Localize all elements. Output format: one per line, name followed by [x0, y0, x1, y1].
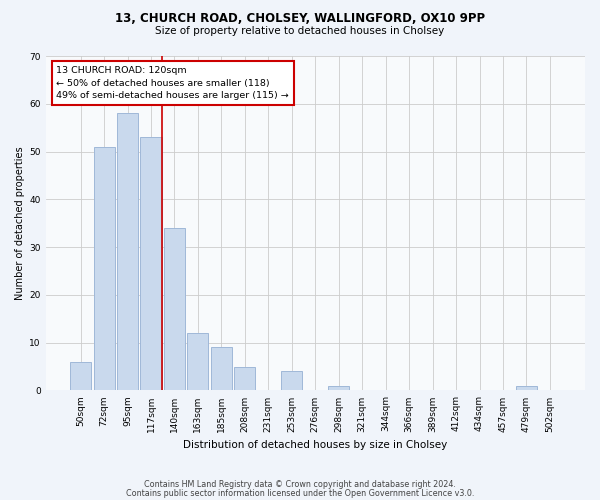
Text: Contains HM Land Registry data © Crown copyright and database right 2024.: Contains HM Land Registry data © Crown c… — [144, 480, 456, 489]
Bar — [328, 386, 349, 390]
Text: 13, CHURCH ROAD, CHOLSEY, WALLINGFORD, OX10 9PP: 13, CHURCH ROAD, CHOLSEY, WALLINGFORD, O… — [115, 12, 485, 26]
Bar — [117, 114, 138, 390]
Text: Contains public sector information licensed under the Open Government Licence v3: Contains public sector information licen… — [126, 488, 474, 498]
Bar — [235, 366, 256, 390]
X-axis label: Distribution of detached houses by size in Cholsey: Distribution of detached houses by size … — [183, 440, 448, 450]
Bar — [516, 386, 537, 390]
Bar — [164, 228, 185, 390]
Bar — [70, 362, 91, 390]
Bar — [187, 333, 208, 390]
Y-axis label: Number of detached properties: Number of detached properties — [15, 146, 25, 300]
Bar — [140, 137, 161, 390]
Bar — [211, 348, 232, 391]
Bar — [94, 147, 115, 390]
Text: 13 CHURCH ROAD: 120sqm
← 50% of detached houses are smaller (118)
49% of semi-de: 13 CHURCH ROAD: 120sqm ← 50% of detached… — [56, 66, 289, 100]
Text: Size of property relative to detached houses in Cholsey: Size of property relative to detached ho… — [155, 26, 445, 36]
Bar — [281, 372, 302, 390]
